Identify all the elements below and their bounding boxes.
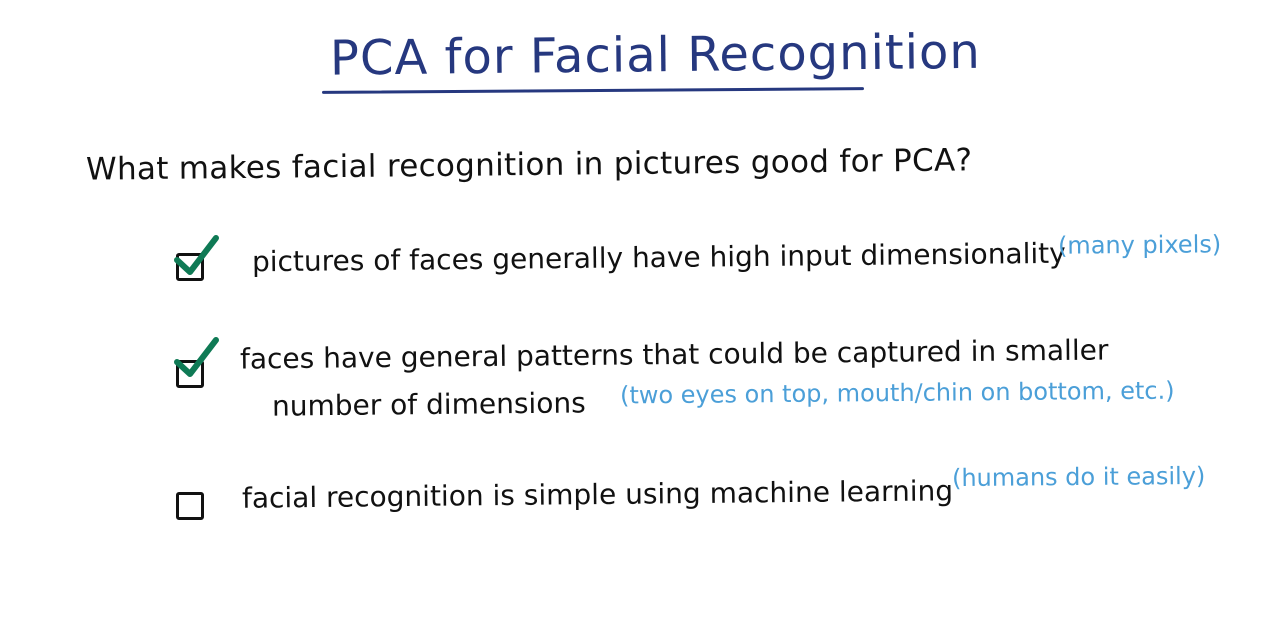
- option-3-text: facial recognition is simple using machi…: [241, 474, 954, 515]
- option-2-text-line2: number of dimensions: [271, 386, 586, 423]
- page-title: PCA for Facial Recognition: [329, 23, 982, 87]
- checkmark-icon: [174, 235, 219, 275]
- checkbox-3[interactable]: [176, 492, 204, 520]
- question-text: What makes facial recognition in picture…: [85, 142, 973, 188]
- checkbox-2[interactable]: [176, 360, 204, 388]
- checkbox-1[interactable]: [176, 253, 204, 281]
- option-2-text-line1: faces have general patterns that could b…: [239, 333, 1109, 376]
- checkmark-icon: [174, 337, 219, 377]
- option-3-note: (humans do it easily): [951, 461, 1206, 493]
- title-underline: [321, 87, 865, 94]
- option-2-note: (two eyes on top, mouth/chin on bottom, …: [619, 376, 1175, 410]
- option-1-text: pictures of faces generally have high in…: [251, 236, 1066, 279]
- option-1-note: (many pixels): [1057, 230, 1222, 260]
